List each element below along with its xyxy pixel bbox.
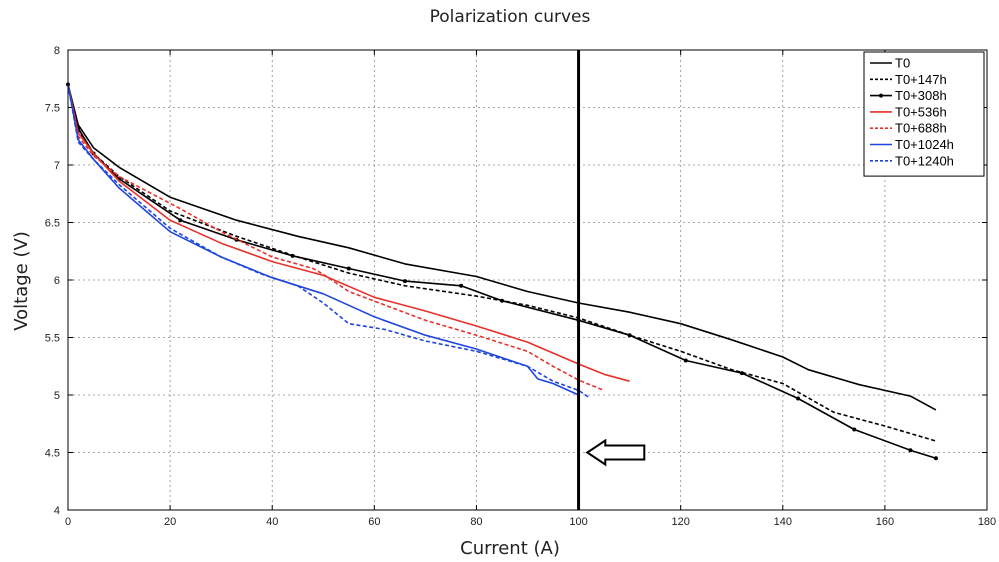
x-tick-label: 180: [978, 516, 996, 528]
legend-label: T0+688h: [895, 121, 947, 136]
series-point: [933, 456, 938, 461]
series-line-7: [67, 84, 590, 398]
arrow-left-icon: [585, 438, 646, 467]
legend-label: T0+1240h: [895, 153, 954, 168]
x-tick-label: 160: [876, 516, 894, 528]
plot-frame: [67, 49, 988, 511]
x-tick-label: 140: [774, 516, 792, 528]
series-line-5: [67, 84, 605, 392]
legend-label: T0: [895, 56, 910, 71]
legend-box: [863, 51, 985, 177]
chart-title: Polarization curves: [430, 7, 591, 27]
series-point: [346, 266, 351, 271]
series-point: [627, 333, 632, 338]
annotations: [577, 50, 646, 510]
axis-ticks: 0 20 40 60 80 100 120 140 160 180 4 4.5 5 5.5 6 6.5 7 7.5…: [45, 45, 996, 528]
series-line-2: [67, 84, 937, 442]
series-point: [178, 218, 183, 223]
y-tick-label: 4: [54, 505, 60, 517]
legend-marker: [879, 93, 883, 98]
series-point: [796, 396, 801, 401]
y-tick-label: 5.5: [45, 333, 60, 345]
series-point: [459, 283, 464, 288]
legend-label: T0+308h: [895, 88, 947, 103]
legend-label: T0+536h: [895, 104, 947, 119]
y-tick-label: 8: [54, 45, 60, 57]
y-tick-label: 6: [54, 275, 60, 287]
x-axis-label: Current (A): [460, 538, 560, 559]
series-line-1: [67, 84, 937, 411]
legend-label: T0+147h: [895, 72, 947, 87]
series-line-4: [67, 84, 630, 382]
y-tick-label: 6.5: [45, 218, 60, 230]
x-tick-label: 100: [569, 516, 587, 528]
y-tick-label: 7: [54, 160, 60, 172]
x-tick-label: 40: [266, 516, 278, 528]
y-tick-label: 4.5: [45, 448, 60, 460]
y-tick-label: 7.5: [45, 103, 60, 115]
x-tick-label: 120: [671, 516, 689, 528]
series-point: [499, 298, 504, 303]
y-tick-label: 5: [54, 390, 60, 402]
x-tick-label: 20: [164, 516, 176, 528]
series-line-6: [67, 84, 579, 396]
series-lines: [66, 82, 938, 461]
series-point: [402, 279, 407, 284]
series-line-3: [67, 84, 937, 460]
legend-label: T0+1024h: [895, 137, 954, 152]
series-point: [683, 358, 688, 363]
x-tick-label: 0: [65, 516, 71, 528]
series-point: [852, 427, 857, 432]
y-axis-label: Voltage (V): [11, 231, 32, 331]
series-point: [739, 371, 744, 376]
x-tick-label: 60: [368, 516, 380, 528]
series-point: [908, 448, 913, 453]
grid: [68, 50, 987, 510]
x-tick-label: 80: [470, 516, 482, 528]
series-point: [290, 253, 295, 258]
